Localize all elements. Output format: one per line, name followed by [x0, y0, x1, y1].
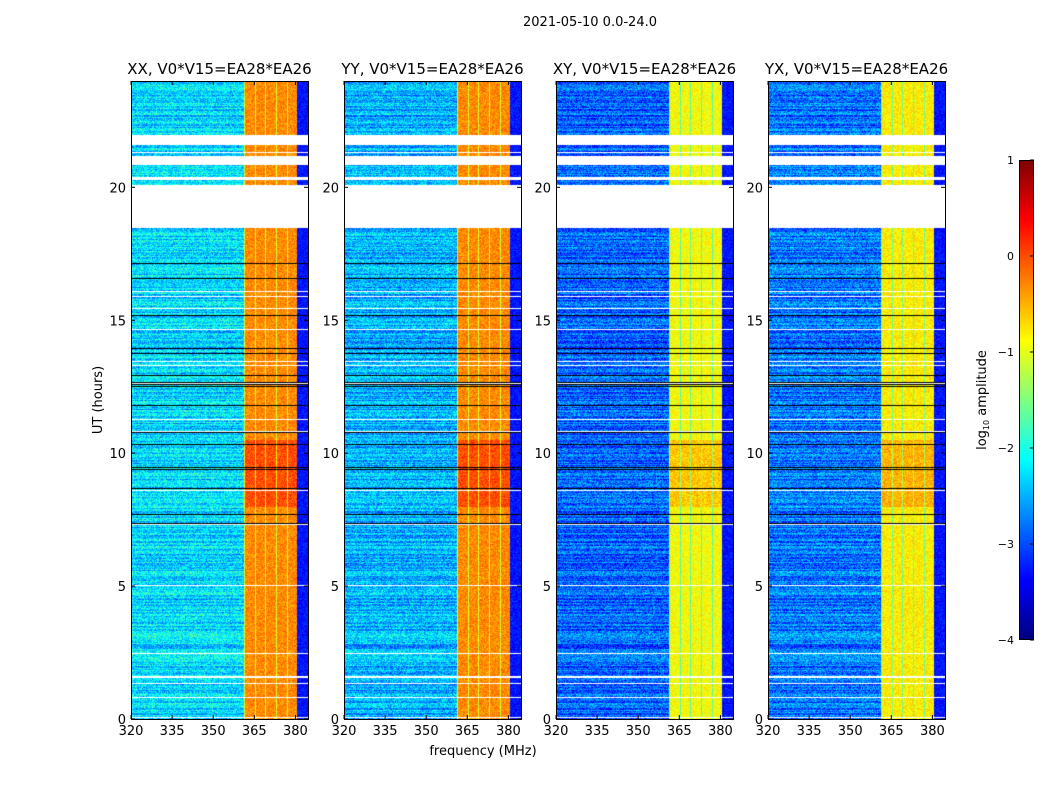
- x-tick-label: 380: [283, 724, 308, 739]
- y-tick-label: 10: [322, 447, 339, 462]
- panel-title: YY, V0*V15=EA28*EA26: [340, 60, 523, 78]
- colorbar-label-sub: 10: [982, 420, 991, 430]
- y-tick-label: 15: [322, 314, 339, 329]
- x-axis-label: frequency (MHz): [429, 744, 536, 759]
- y-tick-label: 0: [331, 713, 339, 728]
- y-tick-label: 5: [118, 580, 126, 595]
- y-tick-label: 0: [118, 713, 126, 728]
- y-tick-label: 15: [746, 314, 763, 329]
- x-tick-label: 320: [544, 724, 569, 739]
- panel-2: XY, V0*V15=EA28*EA26 320 335 350 365 380 0 5 10 1…: [534, 60, 736, 739]
- colorbar-tick-label: −3: [998, 538, 1014, 551]
- x-tick-label: 335: [585, 724, 610, 739]
- y-tick-label: 20: [534, 181, 551, 196]
- colorbar-label-log: log: [975, 430, 990, 450]
- y-tick-label: 15: [534, 314, 551, 329]
- y-tick-label: 5: [755, 580, 763, 595]
- panel-title: YX, V0*V15=EA28*EA26: [764, 60, 948, 78]
- x-tick-label: 380: [920, 724, 945, 739]
- panel-3: YX, V0*V15=EA28*EA26 320 335 350 365 380 0 5 10 1…: [746, 60, 948, 739]
- x-tick-label: 335: [373, 724, 398, 739]
- x-tick-label: 335: [160, 724, 185, 739]
- x-tick-label: 350: [414, 724, 439, 739]
- y-tick-label: 10: [746, 447, 763, 462]
- colorbar-tick-label: −2: [998, 442, 1014, 455]
- y-tick-label: 0: [543, 713, 551, 728]
- colorbar-tick-label: 1: [1007, 154, 1014, 167]
- y-tick-label: 5: [331, 580, 339, 595]
- panel-0: XX, V0*V15=EA28*EA26 320 335 350 365 380 0 5 10 1…: [109, 60, 311, 739]
- y-tick-label: 0: [755, 713, 763, 728]
- x-tick-label: 320: [332, 724, 357, 739]
- y-tick-label: 20: [746, 181, 763, 196]
- x-tick-label: 365: [242, 724, 267, 739]
- y-axis-label: UT (hours): [91, 366, 106, 434]
- x-tick-label: 365: [879, 724, 904, 739]
- colorbar-tick-label: −4: [998, 634, 1014, 647]
- panel-title: XX, V0*V15=EA28*EA26: [127, 60, 311, 78]
- x-tick-label: 320: [119, 724, 144, 739]
- y-tick-label: 10: [534, 447, 551, 462]
- colorbar: [1019, 160, 1034, 640]
- x-tick-label: 365: [667, 724, 692, 739]
- colorbar-tick-label: −1: [998, 346, 1014, 359]
- y-tick-label: 15: [109, 314, 126, 329]
- x-tick-label: 335: [797, 724, 822, 739]
- figure-title: 2021-05-10 0.0-24.0: [523, 15, 657, 30]
- spectrogram-1: [344, 81, 521, 719]
- x-tick-label: 350: [838, 724, 863, 739]
- panel-1: YY, V0*V15=EA28*EA26 320 335 350 365 380 0 5 10 1…: [322, 60, 523, 739]
- x-tick-label: 350: [201, 724, 226, 739]
- x-tick-label: 320: [756, 724, 781, 739]
- colorbar-label-rest: amplitude: [975, 350, 990, 420]
- y-tick-label: 20: [109, 181, 126, 196]
- y-tick-label: 10: [109, 447, 126, 462]
- x-tick-label: 380: [496, 724, 521, 739]
- colorbar-tick-label: 0: [1007, 250, 1014, 263]
- spectrogram-3: [768, 81, 945, 719]
- x-tick-label: 380: [708, 724, 733, 739]
- spectrogram-2: [556, 81, 733, 719]
- x-tick-label: 350: [626, 724, 651, 739]
- spectrogram-0: [131, 81, 308, 719]
- y-tick-label: 5: [543, 580, 551, 595]
- x-tick-label: 365: [455, 724, 480, 739]
- colorbar-label: log10 amplitude: [975, 350, 991, 450]
- y-tick-label: 20: [322, 181, 339, 196]
- panel-title: XY, V0*V15=EA28*EA26: [553, 60, 736, 78]
